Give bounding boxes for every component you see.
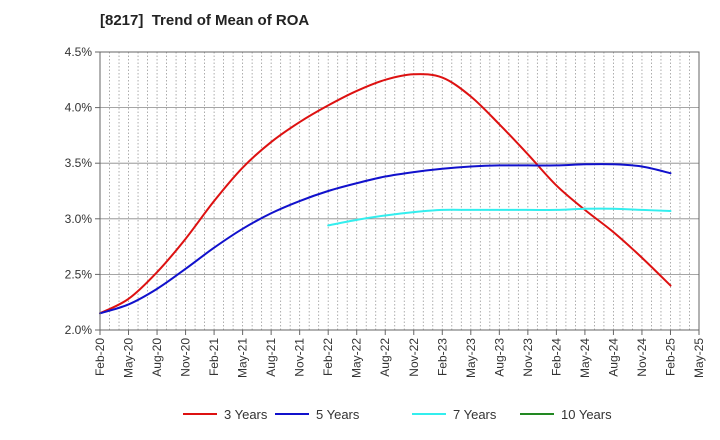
- grid-lines: [100, 51, 699, 331]
- x-tick-label: Feb-21: [207, 338, 221, 376]
- y-tick-label: 4.5%: [65, 45, 93, 59]
- legend: 3 Years 5 Years 7 Years 10 Years: [183, 407, 612, 422]
- x-tick-label: Aug-23: [492, 338, 506, 377]
- x-axis-ticks: Feb-20 May-20 Aug-20 Nov-20 Feb-21 May-21 Aug-…: [93, 330, 706, 378]
- x-tick-label: May-24: [578, 338, 592, 378]
- x-tick-label: May-20: [122, 338, 136, 378]
- x-tick-label: May-22: [350, 338, 364, 378]
- x-tick-label: Aug-20: [150, 338, 164, 377]
- series-lines: [99, 73, 672, 315]
- y-tick-label: 2.0%: [65, 323, 93, 337]
- x-tick-label: Feb-23: [435, 338, 449, 376]
- series-line-5-years: [99, 163, 672, 315]
- chart-title: [8217] Trend of Mean of ROA: [100, 12, 310, 29]
- x-tick-label: May-21: [236, 338, 250, 378]
- series-line-3-years: [99, 73, 672, 315]
- x-tick-label: Nov-22: [407, 338, 421, 377]
- x-tick-label: Nov-24: [635, 338, 649, 377]
- y-tick-label: 3.5%: [65, 156, 93, 170]
- legend-label-7-years: 7 Years: [453, 407, 497, 422]
- x-tick-label: Aug-21: [264, 338, 278, 377]
- x-tick-label: May-25: [692, 338, 706, 378]
- y-tick-label: 2.5%: [65, 267, 93, 281]
- x-tick-label: Feb-20: [93, 338, 107, 376]
- x-tick-label: Aug-22: [378, 338, 392, 377]
- x-tick-label: Nov-23: [521, 338, 535, 377]
- x-tick-label: Nov-21: [293, 338, 307, 377]
- x-tick-label: Nov-20: [179, 338, 193, 377]
- plot-border: [99, 51, 700, 331]
- x-tick-label: Feb-25: [663, 338, 677, 376]
- y-tick-label: 3.0%: [65, 212, 93, 226]
- y-axis-ticks: 2.0% 2.5% 3.0% 3.5% 4.0% 4.5%: [65, 45, 100, 337]
- x-tick-label: Feb-22: [321, 338, 335, 376]
- legend-label-5-years: 5 Years: [316, 407, 360, 422]
- legend-label-10-years: 10 Years: [561, 407, 612, 422]
- series-line-7-years: [327, 207, 672, 227]
- x-tick-label: Aug-24: [606, 338, 620, 377]
- legend-label-3-years: 3 Years: [224, 407, 268, 422]
- plot-area: [100, 52, 699, 330]
- x-tick-label: Feb-24: [549, 338, 563, 376]
- x-tick-label: May-23: [464, 338, 478, 378]
- y-tick-label: 4.0%: [65, 101, 93, 115]
